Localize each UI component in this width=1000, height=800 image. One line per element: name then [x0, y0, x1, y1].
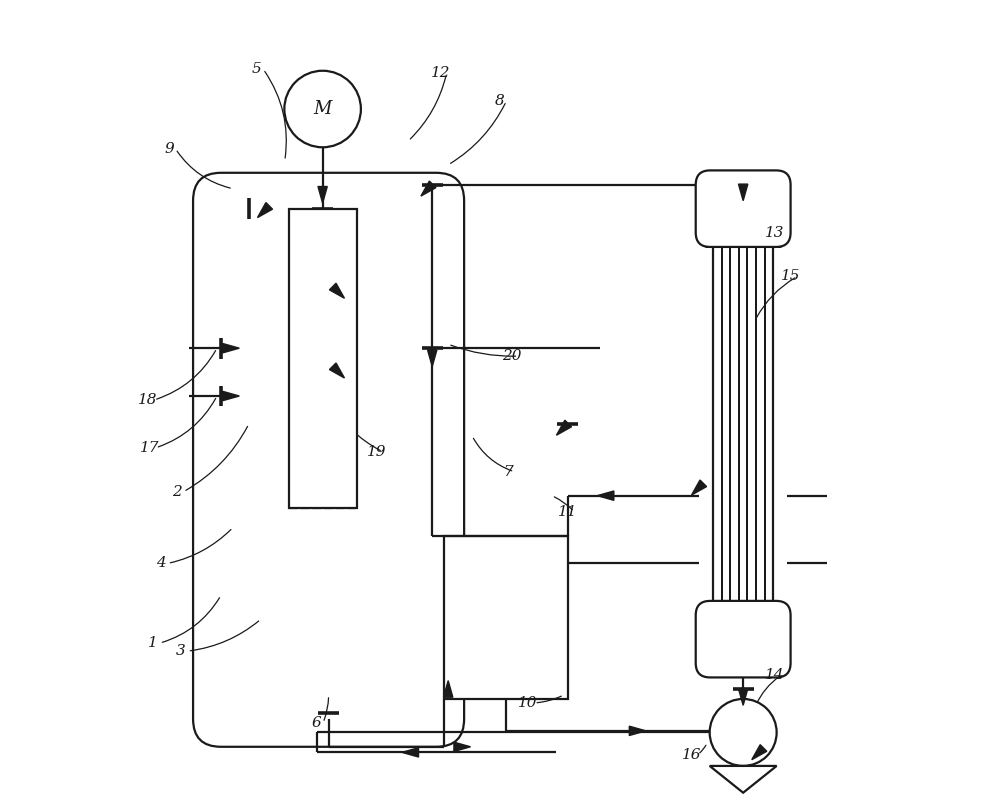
- Polygon shape: [329, 283, 344, 298]
- Text: 3: 3: [176, 644, 186, 658]
- Bar: [444, 535, 568, 699]
- Polygon shape: [402, 748, 419, 757]
- Text: 12: 12: [430, 66, 450, 80]
- Text: 5: 5: [252, 62, 262, 76]
- Polygon shape: [629, 726, 646, 735]
- Text: 14: 14: [765, 668, 785, 682]
- Circle shape: [710, 699, 777, 766]
- Text: 18: 18: [138, 393, 157, 407]
- Text: M: M: [313, 100, 332, 118]
- Polygon shape: [752, 745, 767, 760]
- Circle shape: [284, 70, 361, 147]
- Text: 7: 7: [503, 465, 513, 478]
- Polygon shape: [738, 689, 748, 706]
- Polygon shape: [318, 186, 327, 203]
- Text: 13: 13: [765, 226, 785, 239]
- Text: 17: 17: [139, 441, 159, 455]
- Text: 4: 4: [156, 557, 166, 570]
- Text: 19: 19: [367, 445, 386, 459]
- Polygon shape: [421, 181, 436, 196]
- FancyBboxPatch shape: [193, 173, 464, 746]
- Polygon shape: [428, 350, 437, 366]
- Text: 16: 16: [682, 748, 701, 762]
- Text: 11: 11: [558, 505, 578, 518]
- Polygon shape: [257, 202, 273, 218]
- Polygon shape: [738, 184, 748, 201]
- Text: 20: 20: [502, 349, 522, 363]
- FancyBboxPatch shape: [696, 601, 791, 678]
- Polygon shape: [444, 681, 453, 698]
- Polygon shape: [454, 742, 471, 751]
- Text: 10: 10: [518, 696, 538, 710]
- Bar: [289, 209, 356, 508]
- Text: 2: 2: [172, 485, 182, 498]
- Text: 9: 9: [164, 142, 174, 156]
- Polygon shape: [329, 363, 344, 378]
- Polygon shape: [223, 391, 239, 401]
- Polygon shape: [692, 480, 707, 495]
- Text: 8: 8: [495, 94, 505, 108]
- Text: 1: 1: [148, 636, 158, 650]
- Polygon shape: [597, 491, 614, 500]
- FancyBboxPatch shape: [696, 170, 791, 247]
- Text: 15: 15: [781, 270, 801, 283]
- Polygon shape: [556, 420, 571, 435]
- Text: 6: 6: [312, 716, 322, 730]
- Polygon shape: [223, 343, 239, 353]
